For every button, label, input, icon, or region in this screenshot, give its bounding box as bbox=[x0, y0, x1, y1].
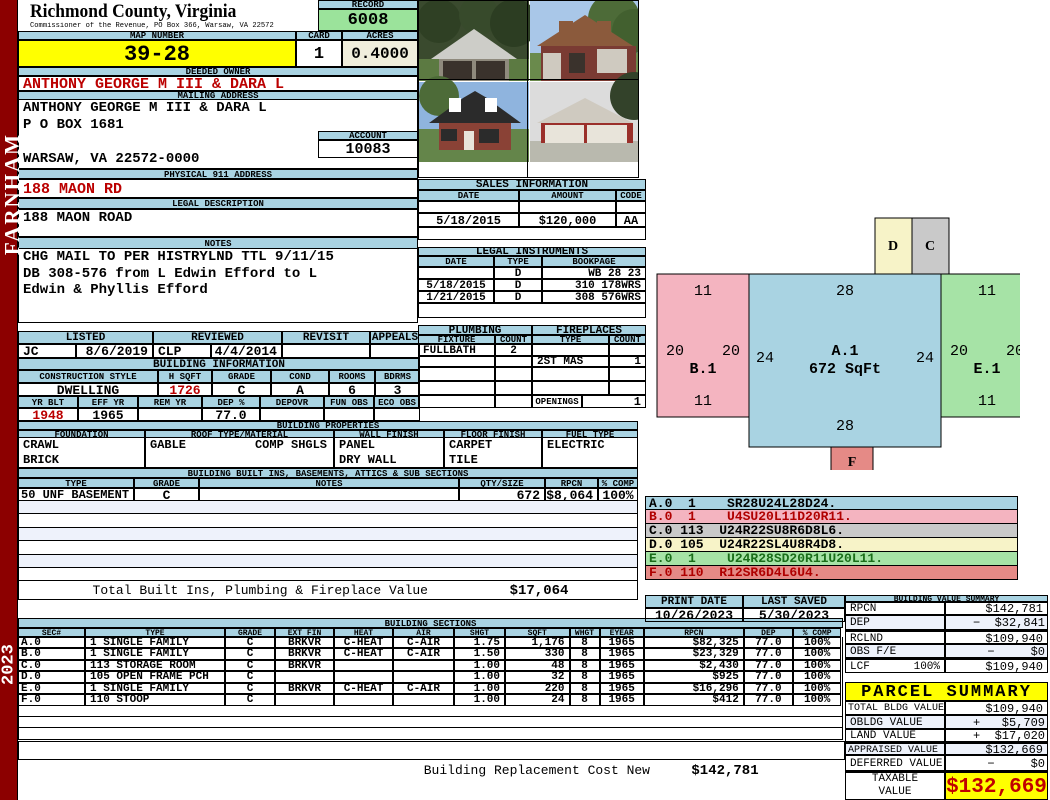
svg-text:C: C bbox=[925, 239, 935, 254]
svg-text:A.1: A.1 bbox=[831, 343, 858, 360]
svg-text:24: 24 bbox=[916, 350, 934, 367]
svg-text:20: 20 bbox=[1006, 343, 1020, 360]
svg-text:D: D bbox=[888, 239, 898, 254]
svg-text:20: 20 bbox=[666, 343, 684, 360]
svg-text:11: 11 bbox=[978, 283, 996, 300]
svg-text:28: 28 bbox=[836, 418, 854, 435]
svg-text:24: 24 bbox=[756, 350, 774, 367]
svg-text:20: 20 bbox=[722, 343, 740, 360]
svg-text:672 SqFt: 672 SqFt bbox=[809, 361, 881, 378]
svg-text:E.1: E.1 bbox=[973, 361, 1000, 378]
svg-text:11: 11 bbox=[978, 393, 996, 410]
svg-text:20: 20 bbox=[950, 343, 968, 360]
svg-text:28: 28 bbox=[836, 283, 854, 300]
svg-text:B.1: B.1 bbox=[689, 361, 716, 378]
svg-text:F: F bbox=[848, 455, 857, 470]
svg-text:11: 11 bbox=[694, 283, 712, 300]
svg-text:11: 11 bbox=[694, 393, 712, 410]
